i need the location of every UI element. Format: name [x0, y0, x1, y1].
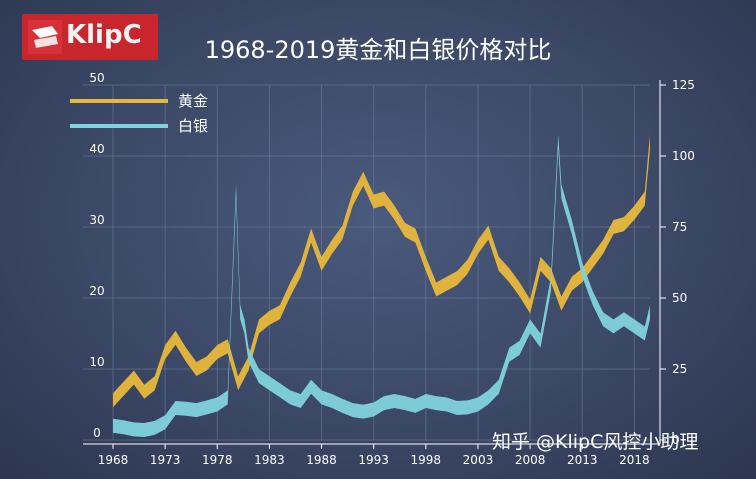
- x-tick-label-2003: 2003: [463, 453, 494, 467]
- x-tick-label-1998: 1998: [411, 453, 442, 467]
- klipc-logo-mark-icon: [28, 20, 62, 54]
- grid-layer: [83, 84, 650, 441]
- x-tick-label-1993: 1993: [358, 453, 389, 467]
- x-tick-label-1978: 1978: [202, 453, 233, 467]
- y-left-tick-label-30: 30: [89, 213, 104, 227]
- logo-text: KlipC: [66, 20, 142, 50]
- series-band-0: [113, 134, 650, 408]
- legend-silver-label: 白银: [178, 117, 208, 135]
- y-right-tick-label-25: 25: [672, 362, 687, 376]
- chart-title: 1968-2019黄金和白银价格对比: [204, 36, 552, 64]
- x-tick-label-2018: 2018: [619, 453, 650, 467]
- y-left-tick-label-50: 50: [89, 71, 104, 85]
- legend-gold-label: 黄金: [178, 92, 208, 110]
- x-tick-label-1968: 1968: [98, 453, 129, 467]
- x-tick-label-1988: 1988: [306, 453, 337, 467]
- y-left-tick-label-10: 10: [89, 355, 104, 369]
- x-tick-label-2008: 2008: [515, 453, 546, 467]
- y-left-tick-label-20: 20: [89, 284, 104, 298]
- y-right-tick-label-100: 100: [672, 149, 695, 163]
- x-tick-label-2013: 2013: [567, 453, 598, 467]
- y-right-tick-label-125: 125: [672, 78, 695, 92]
- y-right-tick-label-0: 0: [672, 433, 680, 447]
- x-tick-label-1983: 1983: [254, 453, 285, 467]
- watermark: 知乎 @KlipC风控小助理: [492, 431, 699, 453]
- y-right-tick-label-75: 75: [672, 220, 687, 234]
- area-layer: [113, 134, 650, 438]
- y-left-tick-label-0: 0: [93, 426, 101, 440]
- y-right-tick-label-50: 50: [672, 291, 687, 305]
- x-tick-label-1973: 1973: [150, 453, 181, 467]
- axis-layer: 1968 1973 1978 1983 1988 1993 1998 2003 2008 2013…: [83, 71, 695, 467]
- y-left-tick-label-40: 40: [89, 142, 104, 156]
- legend: 黄金 白银: [70, 92, 208, 135]
- klipc-logo: KlipC: [22, 14, 158, 60]
